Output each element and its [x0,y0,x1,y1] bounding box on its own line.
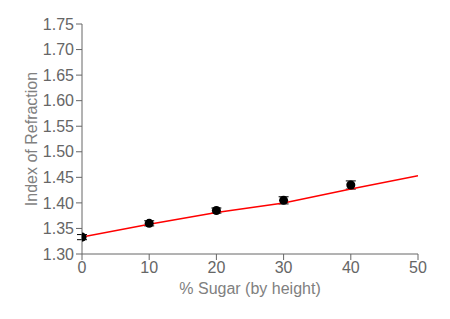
svg-text:Index of Refraction: Index of Refraction [23,72,40,206]
svg-text:40: 40 [342,259,360,276]
svg-text:0: 0 [78,259,87,276]
svg-text:1.75: 1.75 [43,16,74,33]
svg-text:1.65: 1.65 [43,67,74,84]
svg-text:1.30: 1.30 [43,246,74,263]
svg-text:1.70: 1.70 [43,41,74,58]
svg-text:% Sugar (by height): % Sugar (by height) [179,280,320,297]
svg-text:1.45: 1.45 [43,169,74,186]
svg-text:1.40: 1.40 [43,195,74,212]
svg-text:1.35: 1.35 [43,220,74,237]
svg-text:1.60: 1.60 [43,92,74,109]
svg-text:1.50: 1.50 [43,143,74,160]
svg-text:50: 50 [409,259,427,276]
svg-text:1.55: 1.55 [43,118,74,135]
svg-text:10: 10 [140,259,158,276]
svg-text:20: 20 [208,259,226,276]
svg-text:30: 30 [275,259,293,276]
